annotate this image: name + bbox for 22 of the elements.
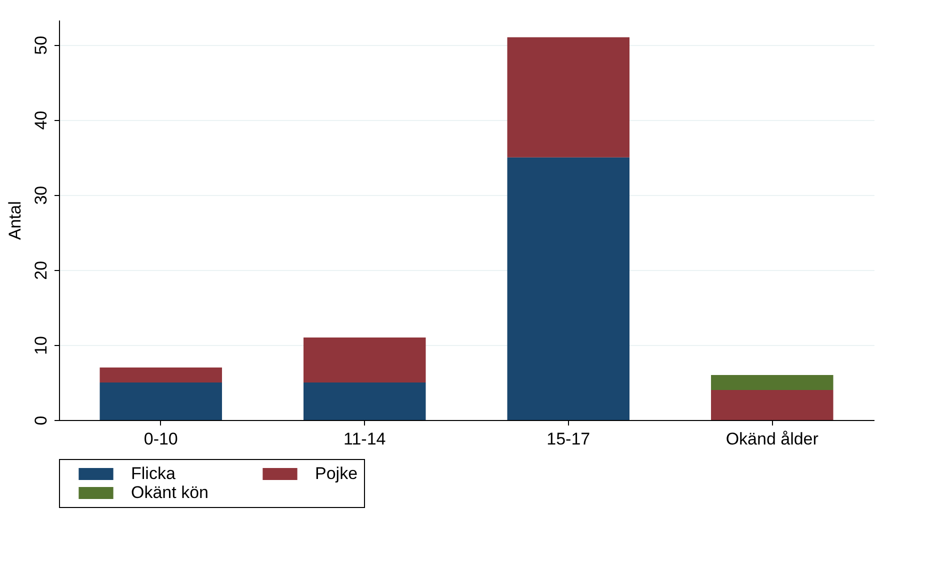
x-tick-label: Okänd ålder — [726, 430, 819, 448]
legend-label: Okänt kön — [131, 483, 208, 502]
legend-label: Pojke — [315, 464, 358, 483]
y-tick-label: 0 — [32, 416, 50, 426]
y-tick-label: 20 — [32, 260, 50, 280]
x-tick-label: 11-14 — [344, 430, 386, 448]
bar — [507, 157, 630, 420]
bar — [711, 374, 834, 390]
bar — [100, 367, 222, 382]
y-axis-title: Antal — [6, 201, 24, 240]
bar — [304, 337, 426, 382]
y-tick-label: 40 — [32, 110, 50, 130]
bar — [100, 382, 222, 420]
y-tick-label: 30 — [32, 186, 50, 205]
bar — [507, 37, 630, 158]
y-tick-label: 50 — [32, 36, 50, 55]
x-tick-label: 0-10 — [144, 430, 178, 448]
y-tick-label: 10 — [32, 336, 50, 355]
x-tick-label: 15-17 — [546, 430, 590, 448]
bar — [711, 390, 834, 420]
bar — [304, 382, 426, 420]
legend-label: Flicka — [131, 464, 176, 483]
